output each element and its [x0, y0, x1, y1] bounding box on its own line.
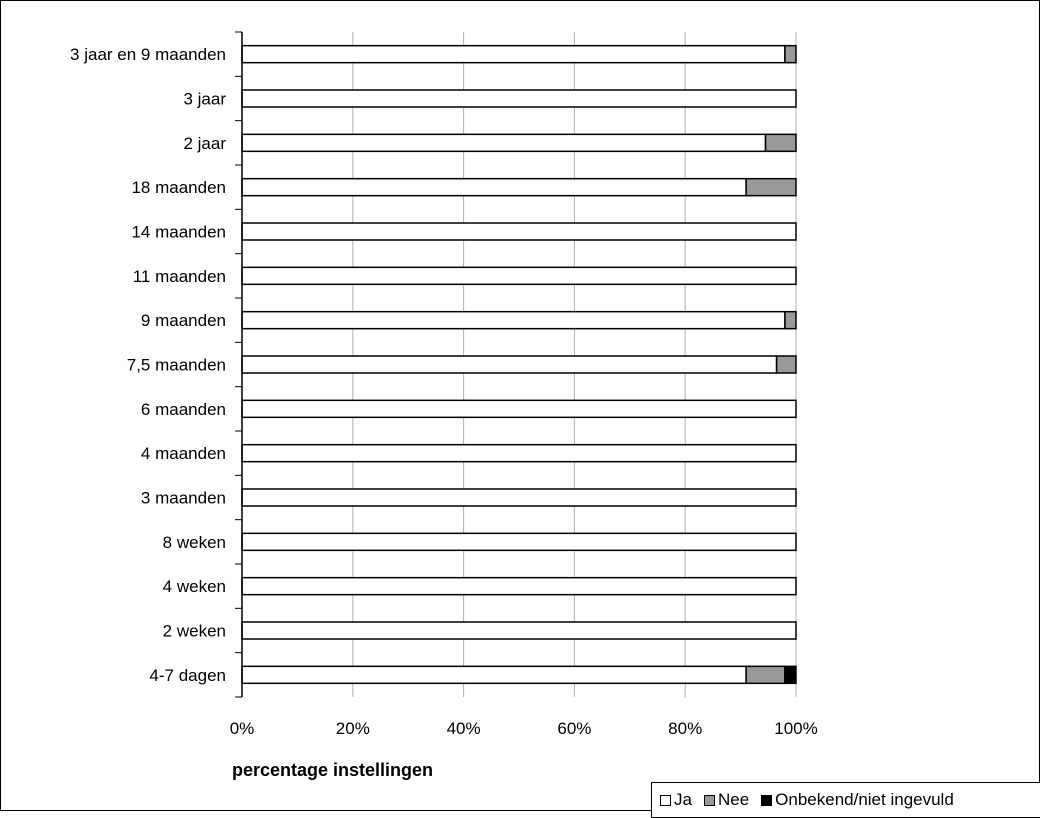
- category-label: 3 jaar: [183, 90, 226, 109]
- bar-segment-ja: [241, 399, 797, 419]
- x-tick-label: 60%: [557, 719, 591, 738]
- legend-item: Ja: [660, 790, 692, 810]
- bar-segment-ja: [241, 133, 767, 153]
- legend-label: Ja: [674, 790, 692, 809]
- bar-segment-ja: [241, 532, 797, 552]
- bar-segment-ja: [241, 355, 778, 374]
- legend-swatch: [660, 794, 671, 806]
- bar-segment-nee: [775, 355, 797, 374]
- bar-segment-ja: [241, 665, 747, 685]
- category-label: 4-7 dagen: [149, 666, 226, 685]
- bar-segment-ja: [241, 488, 797, 507]
- category-label: 3 maanden: [141, 489, 226, 508]
- category-label: 3 jaar en 9 maanden: [70, 45, 226, 64]
- category-label: 2 jaar: [183, 134, 226, 153]
- x-tick-label: 0%: [230, 719, 255, 738]
- legend-swatch: [761, 794, 773, 806]
- bar-segment-ja: [241, 89, 797, 108]
- category-label: 2 weken: [163, 622, 226, 641]
- legend-swatch: [703, 794, 715, 806]
- bar-segment-nee: [764, 133, 797, 153]
- bar-segment-ja: [241, 222, 797, 241]
- x-axis-title: percentage instellingen: [232, 760, 433, 780]
- category-label: 8 weken: [163, 533, 226, 552]
- bar-segment-nee: [784, 310, 797, 330]
- bar-segment-nee: [745, 177, 797, 197]
- legend-item: Onbekend/niet ingevuld: [761, 790, 954, 810]
- x-tick-label: 40%: [447, 719, 481, 738]
- category-label: 11 maanden: [133, 267, 226, 286]
- x-tick-label: 100%: [774, 719, 817, 738]
- labels: 0% 20% 40% 60% 80% 100% 4-7 dagen 2 weken 4 weke…: [70, 45, 818, 738]
- bar-segment-nee: [784, 44, 797, 64]
- bar-segment-ja: [241, 443, 797, 463]
- bar-segment-ja: [241, 266, 797, 286]
- bar-segment-ja: [241, 621, 797, 640]
- bar-segment-ja: [241, 44, 786, 64]
- bar-segment-ja: [241, 177, 747, 197]
- legend: Ja Nee Onbekend/niet ingevuld: [651, 782, 1040, 818]
- category-label: 4 maanden: [141, 444, 226, 463]
- x-tick-label: 80%: [668, 719, 702, 738]
- category-label: 18 maanden: [131, 178, 226, 197]
- legend-item: Nee: [703, 790, 750, 810]
- bar-segment-ja: [241, 310, 786, 330]
- category-label: 7,5 maanden: [127, 356, 226, 375]
- legend-label: Nee: [717, 790, 750, 809]
- bars: [241, 44, 797, 685]
- category-label: 4 weken: [163, 577, 226, 596]
- bar-segment-nee: [745, 665, 786, 685]
- axes: [235, 31, 243, 698]
- bar-segment-ja: [241, 576, 797, 596]
- legend-label: Onbekend/niet ingevuld: [775, 790, 954, 809]
- category-label: 14 maanden: [131, 223, 226, 242]
- x-tick-label: 20%: [336, 719, 370, 738]
- category-label: 6 maanden: [141, 400, 226, 419]
- bar-segment-onbekend-niet-ingevuld: [784, 665, 797, 685]
- category-label: 9 maanden: [141, 311, 226, 330]
